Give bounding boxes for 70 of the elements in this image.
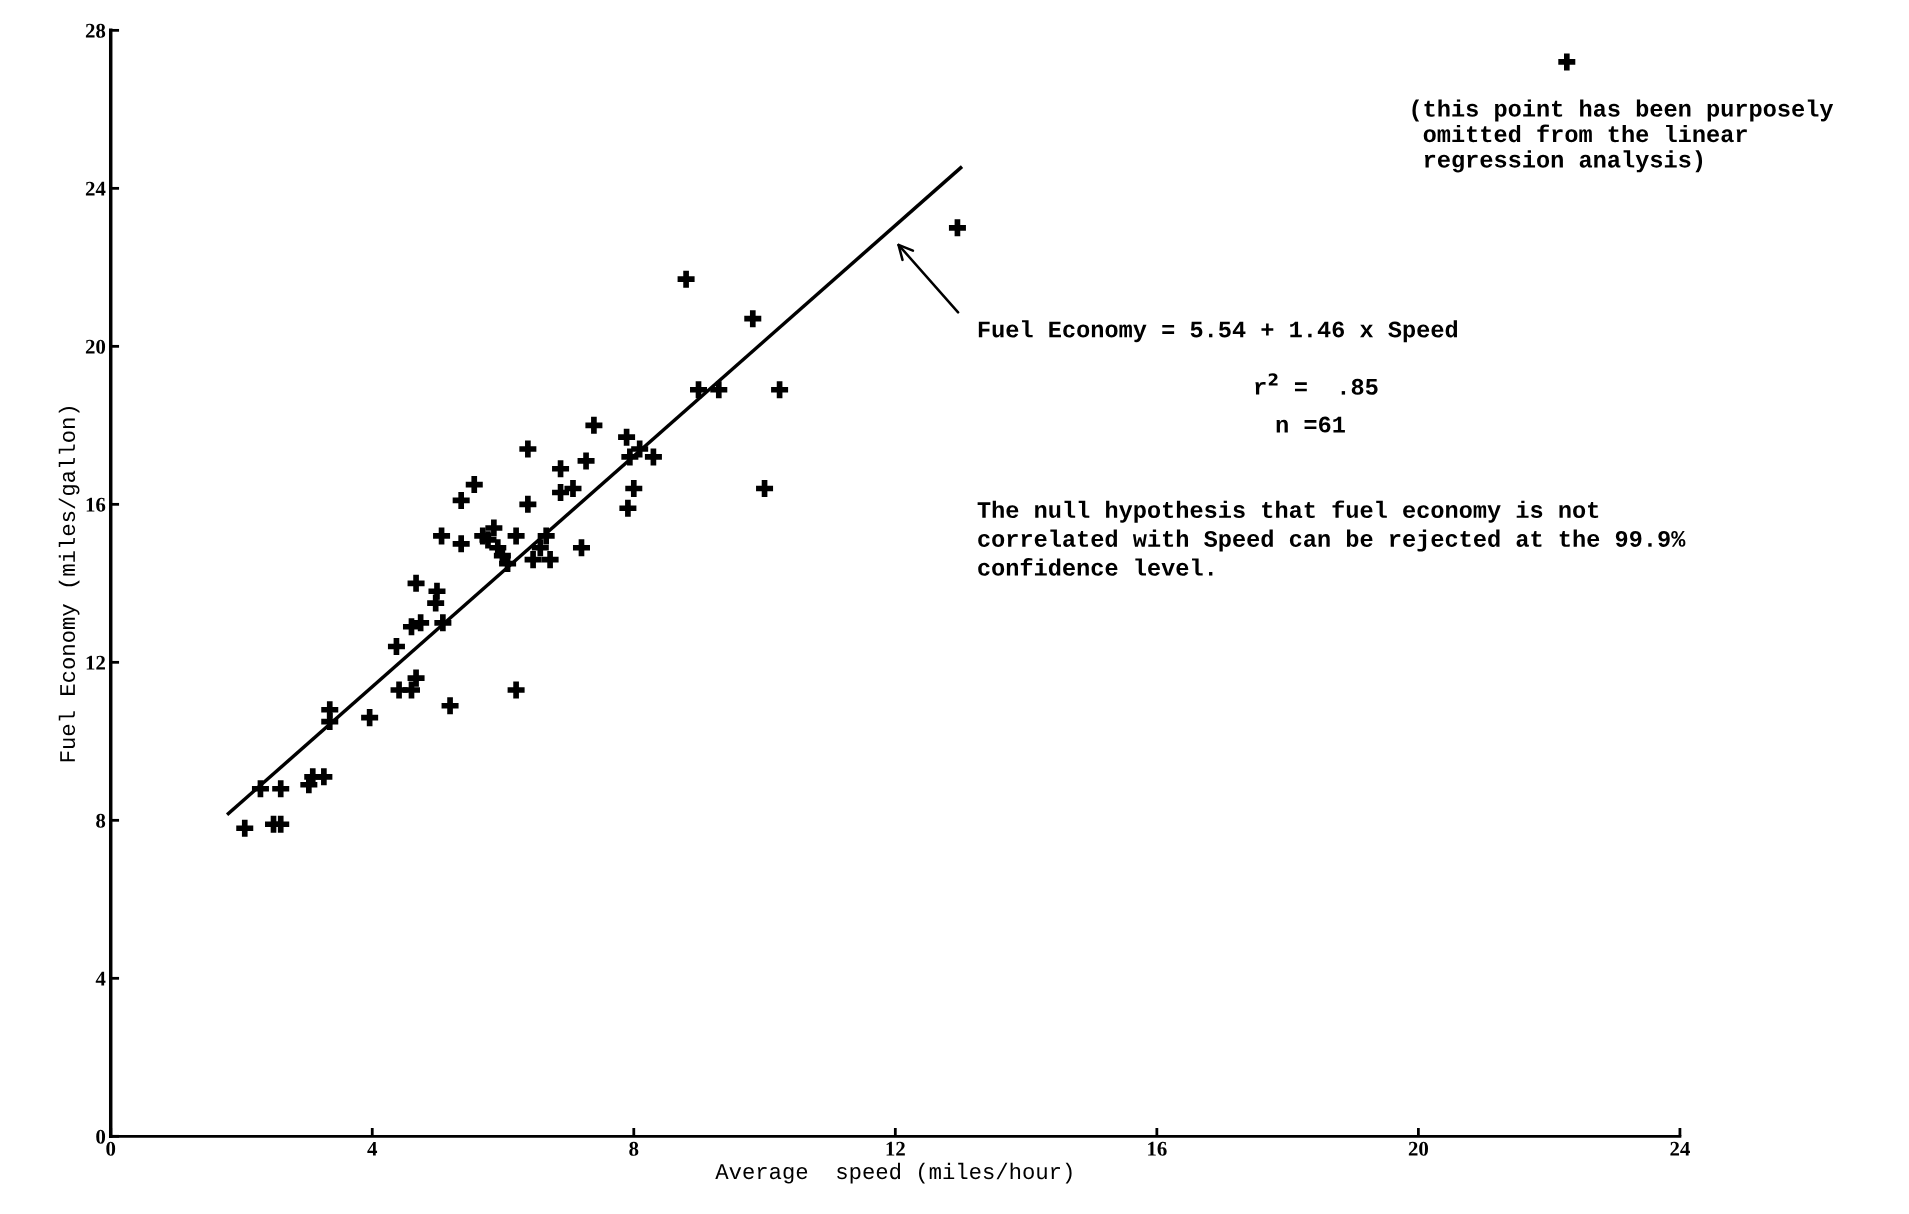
point [621, 448, 639, 466]
x-tick-label: 24 [1670, 1141, 1690, 1156]
point [499, 555, 517, 573]
point [744, 310, 762, 328]
point [619, 499, 637, 517]
y-tick-label: 8 [96, 813, 106, 828]
point [485, 519, 503, 537]
point [948, 219, 966, 237]
point [644, 448, 662, 466]
point [618, 428, 636, 446]
annotation: Fuel Economy = 5.54 + 1.46 x Speed [978, 320, 1458, 343]
point [771, 381, 789, 399]
point [315, 768, 333, 786]
x-tick-label: 20 [1408, 1141, 1429, 1156]
point [441, 697, 459, 715]
point [537, 527, 555, 545]
point [519, 495, 537, 513]
point [407, 574, 425, 592]
point [465, 476, 483, 494]
point [552, 460, 570, 478]
point [564, 480, 582, 498]
point [272, 780, 290, 798]
point [361, 709, 379, 727]
point [572, 539, 590, 557]
x-tick-label: 0 [106, 1141, 116, 1156]
point [756, 480, 774, 498]
point [433, 527, 451, 545]
x-tick-label: 16 [1148, 1141, 1167, 1156]
x-tick-label: 12 [886, 1141, 905, 1156]
y-tick-label: 12 [86, 655, 105, 670]
point [427, 594, 445, 612]
y-tick-label: 24 [85, 181, 106, 196]
point [479, 531, 497, 549]
point [710, 381, 728, 399]
point [519, 440, 537, 458]
point [577, 452, 595, 470]
point [387, 638, 405, 656]
y-tick-label: 28 [85, 23, 106, 38]
annotation: The null hypothesis that fuel economy is not correlated with Speed can be rejected at the 99.9% confidence level. [977, 500, 1686, 576]
annotation: (this point has been purposely omitted from the linear regression analysis) [1412, 99, 1834, 173]
y-axis-title: Fuel Economy (miles/gallon) [58, 407, 80, 762]
x-axis-title: Average speed (miles/hour) [715, 1162, 1072, 1184]
y-tick-label: 4 [95, 971, 106, 986]
point [507, 527, 525, 545]
x-tick-label: 4 [367, 1141, 378, 1156]
y-tick-label: 0 [96, 1129, 106, 1144]
point [251, 780, 269, 798]
point [541, 551, 559, 569]
point [531, 539, 549, 557]
point [321, 713, 339, 731]
point [1558, 53, 1576, 71]
point [631, 440, 649, 458]
annotation: n =61 [1276, 416, 1345, 433]
point [412, 614, 430, 632]
point [452, 535, 470, 553]
point [407, 669, 425, 687]
point [677, 270, 695, 288]
point [236, 819, 254, 837]
point [507, 681, 525, 699]
x-tick-label: 8 [629, 1141, 639, 1156]
point [690, 381, 708, 399]
point [524, 551, 542, 569]
point [452, 491, 470, 509]
point [434, 614, 452, 632]
point [625, 480, 643, 498]
point [402, 681, 420, 699]
y-tick-label: 16 [86, 497, 106, 512]
annotation: r$^{2}$ = .85 [1255, 373, 1378, 395]
point [585, 416, 603, 434]
y-tick-label: 20 [85, 339, 106, 354]
